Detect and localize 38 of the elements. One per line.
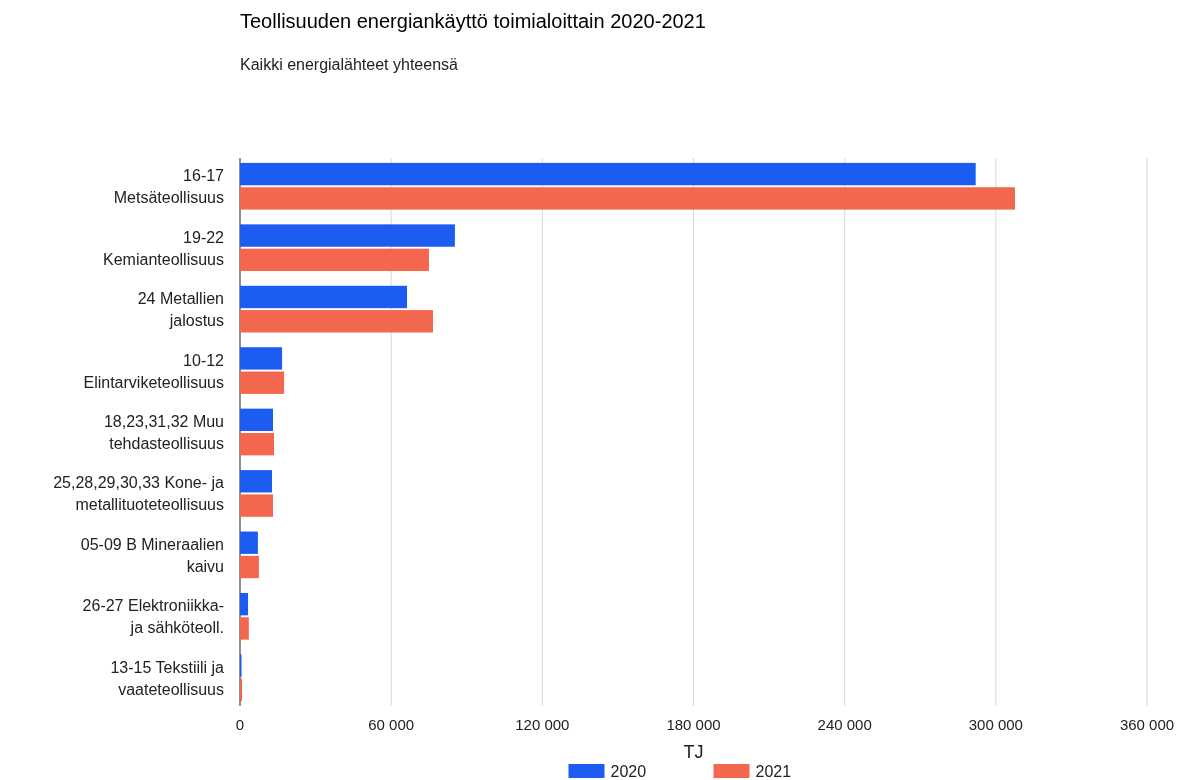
bar [240, 470, 272, 493]
bar [240, 494, 273, 517]
y-tick-label: 24 Metallien jalostus [137, 289, 224, 329]
y-tick-label: 13-15 Tekstiili ja vaateteollisuus [110, 658, 225, 698]
x-tick-label: 300 000 [968, 716, 1023, 733]
x-tick-label: 60 000 [368, 716, 415, 733]
bar [240, 592, 249, 616]
y-tick-label: 26-27 Elektroniikka- ja sähköteoll. [82, 596, 224, 636]
legend-label: 2020 [610, 763, 647, 780]
bar [240, 617, 249, 640]
bar [240, 347, 283, 370]
bar [240, 248, 429, 272]
bar [240, 408, 273, 432]
bar [240, 531, 258, 554]
y-tick-label: 16-17 Metsäteollisuus [113, 166, 225, 206]
bar [240, 310, 433, 333]
chart-subtitle: Kaikki energialähteet yhteensä [240, 56, 459, 73]
x-tick-label: 180 000 [666, 716, 721, 733]
y-tick-label: 05-09 B Mineraalien kaivu [80, 535, 224, 575]
x-tick-label: 120 000 [515, 716, 570, 733]
y-tick-label: 25,28,29,30,33 Kone- ja metallituoteteollisuus [53, 473, 225, 513]
x-tick-label: 360 000 [1119, 716, 1175, 733]
bar [240, 371, 285, 394]
y-tick-label: 19-22 Kemianteollisuus [103, 228, 225, 268]
legend-label: 2021 [755, 763, 792, 780]
y-tick-label: 10-12 Elintarviketeollisuus [83, 351, 225, 391]
bar [240, 187, 1015, 210]
bar [240, 432, 275, 456]
bar [240, 162, 976, 186]
x-tick-label: 0 [235, 716, 245, 733]
x-axis-title: TJ [683, 742, 704, 762]
x-tick-label: 240 000 [817, 716, 872, 733]
bar [240, 285, 408, 309]
bar [240, 555, 259, 579]
y-tick-label: 18,23,31,32 Muu tehdasteollisuus [103, 412, 224, 452]
bar [240, 224, 455, 247]
chart-title: Teollisuuden energiankäyttö toimialoittain 2020-2021 [240, 10, 706, 32]
bar [240, 678, 243, 702]
